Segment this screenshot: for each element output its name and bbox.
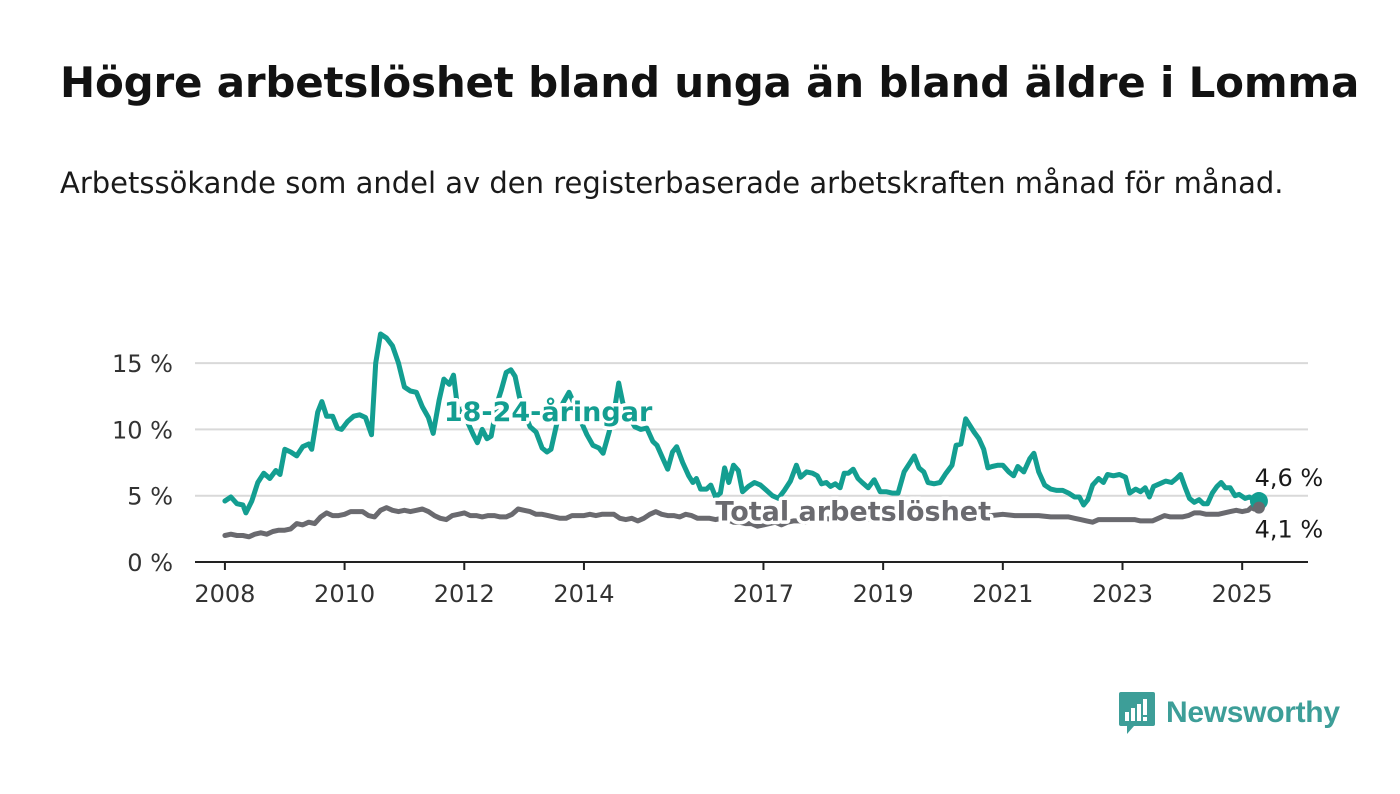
x-tick-label: 2010 bbox=[314, 580, 375, 608]
end-label-youth: 4,6 % bbox=[1255, 464, 1324, 492]
series-name-youth: 18-24-åringar bbox=[444, 396, 653, 428]
brand-name: Newsworthy bbox=[1166, 696, 1340, 729]
x-tick-label: 2025 bbox=[1212, 580, 1273, 608]
end-label-total: 4,1 % bbox=[1255, 516, 1324, 544]
end-point-total bbox=[1252, 501, 1265, 514]
y-tick-label: 5 % bbox=[127, 483, 173, 511]
series-line-youth bbox=[222, 331, 1262, 516]
x-tick-label: 2008 bbox=[194, 580, 255, 608]
x-tick-label: 2021 bbox=[972, 580, 1033, 608]
y-tick-label: 15 % bbox=[112, 350, 173, 378]
x-tick-label: 2012 bbox=[434, 580, 495, 608]
x-tick-label: 2017 bbox=[733, 580, 794, 608]
chart-subtitle: Arbetssökande som andel av den registerb… bbox=[60, 166, 1284, 200]
x-tick-label: 2019 bbox=[853, 580, 914, 608]
x-tick-label: 2014 bbox=[553, 580, 614, 608]
series-line-total bbox=[222, 505, 1262, 540]
chart-title: Högre arbetslöshet bland unga än bland ä… bbox=[60, 58, 1360, 107]
x-tick-label: 2023 bbox=[1092, 580, 1153, 608]
series-name-total: Total arbetslöshet bbox=[715, 496, 991, 527]
y-tick-label: 0 % bbox=[127, 549, 173, 577]
y-tick-label: 10 % bbox=[112, 416, 173, 444]
bar-chart-bubble-icon bbox=[1119, 692, 1155, 734]
newsworthy-logo: Newsworthy bbox=[1118, 690, 1340, 736]
